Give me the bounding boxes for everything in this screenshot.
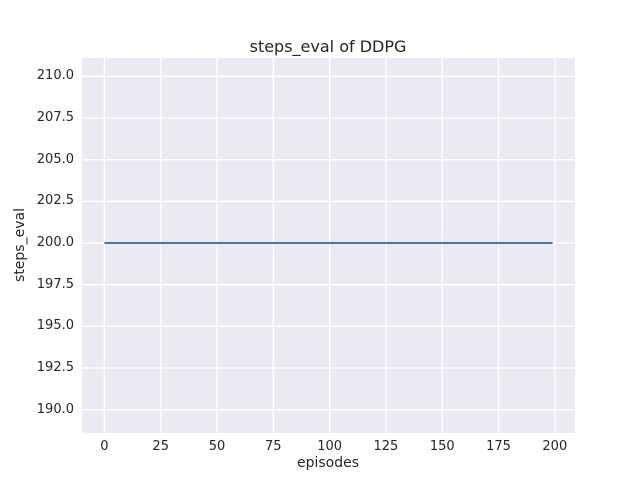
x-tick-label: 150 — [429, 439, 455, 454]
y-tick-label: 190.0 — [36, 401, 74, 417]
y-tick-label: 195.0 — [36, 318, 74, 334]
y-tick-label: 200.0 — [36, 235, 74, 250]
x-tick-label: 100 — [317, 439, 343, 454]
y-tick-label: 210.0 — [36, 68, 74, 84]
plot-background — [82, 58, 575, 433]
x-tick-label: 0 — [100, 439, 109, 454]
x-tick-label: 50 — [208, 439, 226, 454]
x-tick-label: 25 — [152, 439, 169, 454]
y-tick-label: 207.5 — [36, 110, 74, 125]
y-tick-label: 192.5 — [36, 360, 74, 375]
y-tick-label: 205.0 — [36, 151, 74, 167]
y-tick-label: 197.5 — [36, 276, 74, 292]
plot-area — [82, 58, 575, 433]
y-tick-label: 202.5 — [36, 193, 74, 209]
x-tick-label: 175 — [486, 439, 511, 454]
x-tick-label: 200 — [542, 439, 568, 454]
x-tick-label: 125 — [373, 439, 399, 454]
chart-title: steps_eval of DDPG — [249, 37, 407, 56]
x-tick-label: 75 — [265, 439, 282, 454]
x-axis-label: episodes — [296, 455, 360, 471]
y-axis-label: steps_eval — [12, 208, 28, 282]
